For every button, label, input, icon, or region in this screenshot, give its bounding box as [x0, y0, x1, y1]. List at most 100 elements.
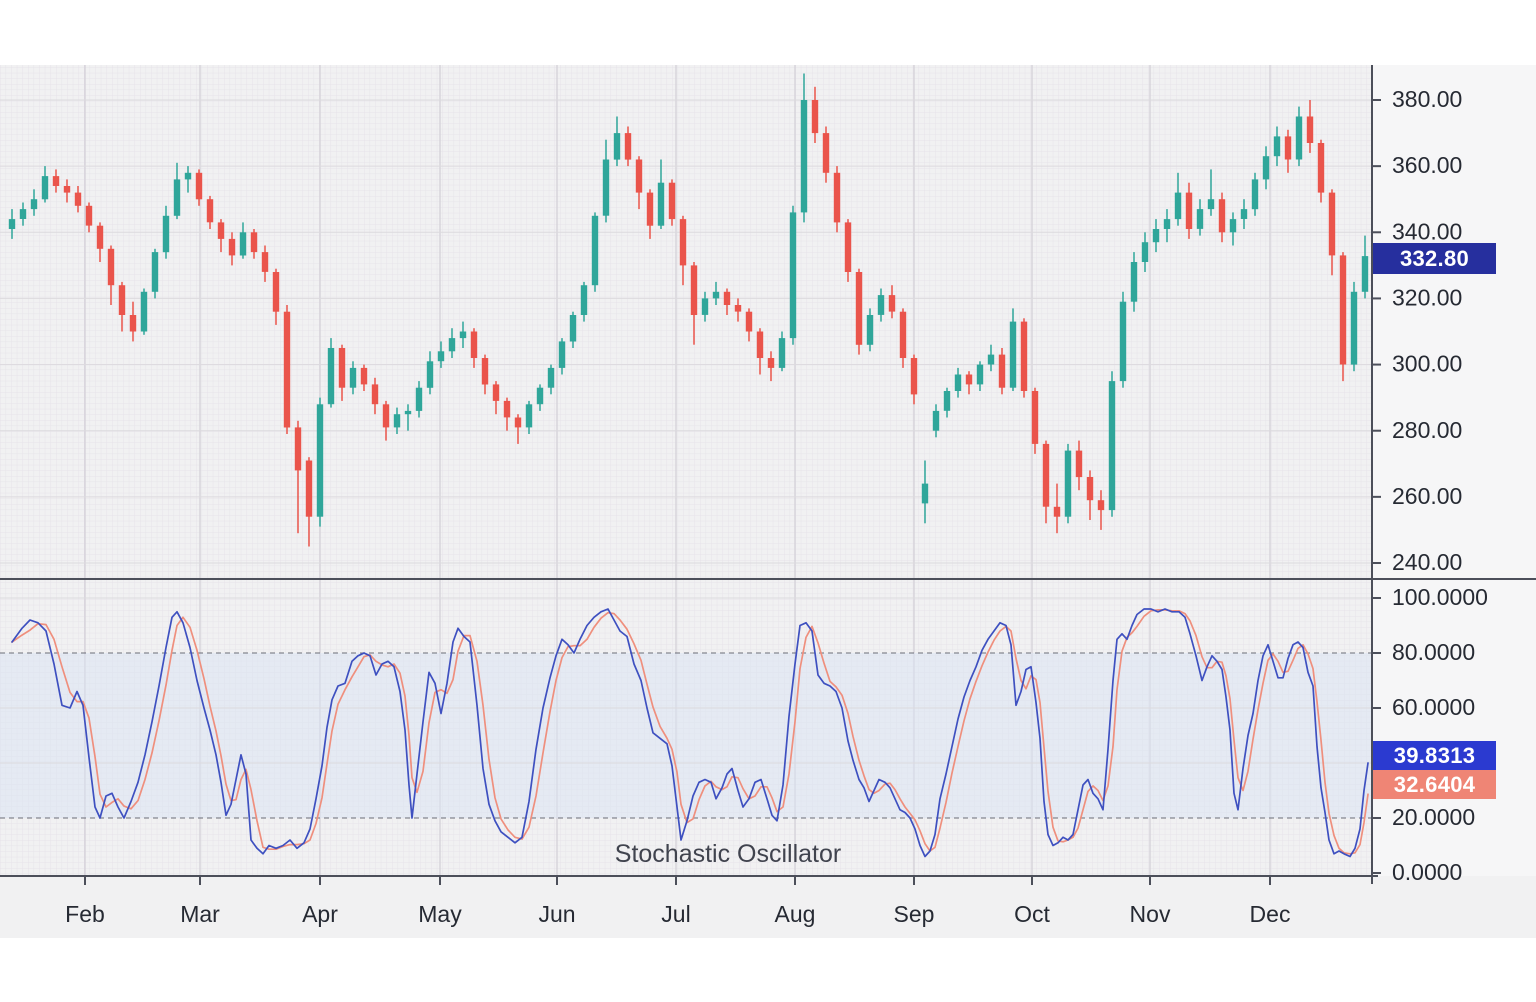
candlestick	[360, 367, 368, 385]
price-tick-label: 300.00	[1392, 351, 1462, 377]
candlestick	[833, 172, 841, 223]
candlestick	[1064, 450, 1072, 517]
stoch-d-value-badge[interactable]: 32.6404	[1373, 770, 1496, 799]
candlestick	[910, 358, 918, 395]
candlestick	[30, 199, 38, 210]
candlestick	[459, 331, 467, 339]
candlestick	[74, 192, 82, 206]
stoch-k-value-badge[interactable]: 39.8313	[1373, 741, 1496, 770]
candlestick	[448, 338, 456, 352]
candlestick	[1042, 443, 1050, 507]
price-tick-label: 380.00	[1392, 86, 1462, 112]
candlestick	[1251, 179, 1259, 210]
candlestick	[107, 248, 115, 286]
candlestick	[1075, 450, 1083, 478]
candlestick	[316, 404, 324, 517]
candlestick	[932, 410, 940, 431]
price-tick-label: 360.00	[1392, 152, 1462, 178]
candlestick	[954, 374, 962, 391]
price-tick-label: 340.00	[1392, 218, 1462, 244]
candlestick	[404, 410, 412, 415]
candlestick	[294, 427, 302, 471]
candlestick	[547, 367, 555, 388]
candlestick	[19, 209, 27, 219]
candlestick	[151, 252, 159, 292]
candlestick	[745, 311, 753, 332]
candlestick	[1108, 381, 1116, 511]
candlestick	[1119, 301, 1127, 382]
candlestick	[1328, 192, 1336, 256]
candlestick	[228, 238, 236, 256]
candlestick	[481, 358, 489, 385]
candlestick	[437, 351, 445, 362]
candlestick	[1031, 391, 1039, 444]
candlestick	[987, 354, 995, 365]
candlestick	[1339, 255, 1347, 365]
candlestick	[283, 311, 291, 428]
candlestick	[1174, 192, 1182, 220]
candlestick	[162, 215, 170, 253]
candlestick	[965, 374, 973, 385]
candlestick	[1350, 291, 1358, 365]
indicator-title: Stochastic Oscillator	[614, 840, 842, 868]
month-label: Oct	[1014, 901, 1050, 927]
price-pane[interactable]	[0, 65, 1372, 579]
month-label: Jun	[538, 901, 575, 927]
candlestick	[646, 192, 654, 226]
month-label: Apr	[302, 901, 338, 927]
candlestick	[1361, 256, 1369, 292]
candlestick	[1240, 209, 1248, 219]
candlestick	[1009, 321, 1017, 388]
stoch-tick-label: 80.0000	[1392, 639, 1475, 665]
candlestick	[789, 212, 797, 339]
candlestick	[1317, 143, 1325, 193]
candlestick	[536, 387, 544, 405]
candlestick	[327, 348, 335, 405]
candlestick	[624, 133, 632, 160]
candlestick	[723, 291, 731, 305]
candlestick	[866, 315, 874, 345]
candlestick	[140, 291, 148, 332]
candlestick	[41, 176, 49, 200]
candlestick	[899, 311, 907, 358]
candlestick	[811, 100, 819, 134]
candlestick	[580, 285, 588, 315]
last-price-badge[interactable]: 332.80	[1373, 243, 1496, 274]
candlestick	[1185, 192, 1193, 229]
candlestick	[305, 460, 313, 517]
candlestick	[1273, 136, 1281, 157]
candlestick	[96, 225, 104, 249]
candlestick	[822, 133, 830, 173]
candlestick	[129, 315, 137, 332]
month-label: Nov	[1130, 901, 1171, 927]
price-axis-column	[1372, 65, 1536, 876]
candlestick	[206, 199, 214, 223]
candlestick	[1229, 219, 1237, 233]
candlestick	[602, 159, 610, 216]
month-label: Mar	[180, 901, 220, 927]
stochastic-pane[interactable]	[0, 579, 1372, 876]
candlestick	[118, 285, 126, 315]
candlestick	[514, 417, 522, 428]
candlestick	[1196, 209, 1204, 229]
candlestick	[558, 341, 566, 368]
stoch-tick-label: 20.0000	[1392, 804, 1475, 830]
candlestick	[371, 384, 379, 405]
candlestick	[778, 338, 786, 368]
candlestick	[1086, 477, 1094, 501]
candlestick	[767, 358, 775, 368]
candlestick	[173, 179, 181, 216]
candlestick	[426, 361, 434, 388]
candlestick	[63, 186, 71, 193]
candlestick	[52, 176, 60, 186]
month-label: Feb	[65, 901, 105, 927]
candlestick	[217, 222, 225, 239]
candlestick	[998, 354, 1006, 388]
candlestick	[1306, 116, 1314, 143]
time-scale-area[interactable]	[0, 876, 1372, 936]
candlestick	[503, 400, 511, 418]
candlestick	[800, 100, 808, 213]
month-label: Jul	[661, 901, 690, 927]
